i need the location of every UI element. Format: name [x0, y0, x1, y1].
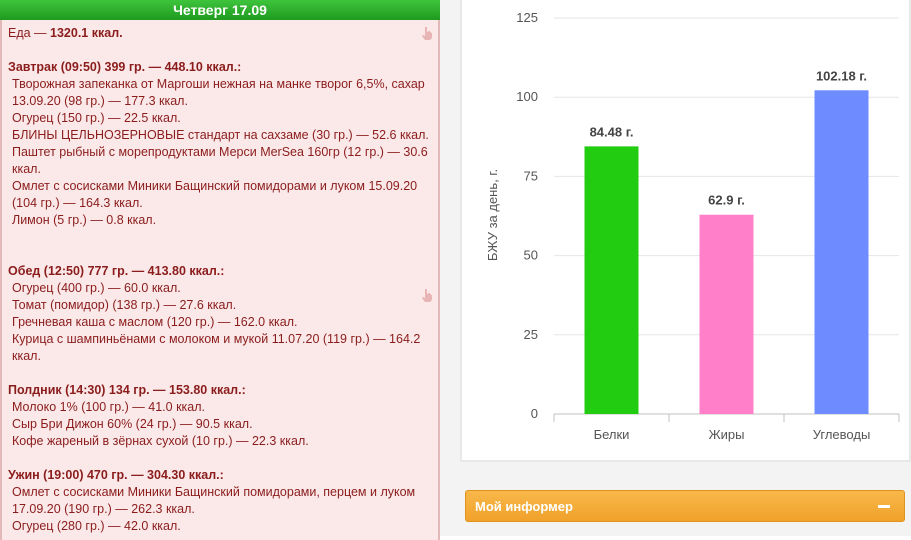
meal-item: Гречневая каша с маслом (120 гр.) — 162.… — [12, 315, 298, 329]
y-tick-label: 125 — [516, 10, 538, 25]
y-tick-label: 25 — [524, 327, 538, 342]
meal-item: Томат (помидор) (138 гр.) — 27.6 ккал. — [12, 298, 237, 312]
meal-item: Омлет с сосисками Миники Бащинский помид… — [12, 179, 418, 210]
meal-item: БЛИНЫ ЦЕЛЬНОЗЕРНОВЫЕ стандарт на сахзаме… — [12, 128, 429, 142]
meal-breakfast: Завтрак (09:50) 399 гр. — 448.10 ккал.: … — [8, 59, 433, 229]
y-tick-label: 100 — [516, 89, 538, 104]
meal-item: Творожная запеканка от Маргоши нежная на… — [12, 77, 425, 108]
hand-pointer-icon[interactable] — [421, 26, 433, 40]
meal-item: Сыр Бри Дижон 60% (24 гр.) — 90.5 ккал. — [12, 417, 253, 431]
meal-item: Огурец (280 гр.) — 42.0 ккал. — [12, 519, 181, 533]
meal-item: Лимон (5 гр.) — 0.8 ккал. — [12, 213, 157, 227]
meal-dinner: Ужин (19:00) 470 гр. — 304.30 ккал.: Омл… — [8, 467, 433, 535]
meal-item: Молоко 1% (100 гр.) — 41.0 ккал. — [12, 400, 206, 414]
bar-value-label: 62.9 г. — [708, 193, 745, 208]
meal-title: Обед (12:50) 777 гр. — 413.80 ккал.: — [8, 264, 225, 278]
meal-item: Омлет с сосисками Миники Бащинский помид… — [12, 485, 416, 516]
y-tick-label: 75 — [524, 168, 538, 183]
meal-lunch: Обед (12:50) 777 гр. — 413.80 ккал.: Огу… — [8, 263, 433, 365]
y-tick-label: 50 — [524, 248, 538, 263]
food-total-label: Еда — — [8, 26, 51, 40]
informer-title: Мой информер — [475, 499, 573, 514]
x-category-label: Жиры — [709, 427, 745, 442]
y-axis-label: БЖУ за день, г. — [485, 169, 500, 261]
collapse-icon[interactable] — [878, 505, 890, 508]
hand-pointer-icon[interactable] — [421, 288, 433, 302]
y-tick-label: 0 — [531, 406, 538, 421]
meal-title: Ужин (19:00) 470 гр. — 304.30 ккал.: — [8, 468, 224, 482]
meal-item: Паштет рыбный с морепродуктами Мерси Mer… — [12, 145, 428, 176]
food-total-value: 1320.1 ккал. — [50, 26, 123, 40]
x-category-label: Углеводы — [813, 427, 871, 442]
meal-title: Полдник (14:30) 134 гр. — 153.80 ккал.: — [8, 383, 246, 397]
day-panel: Еда — 1320.1 ккал. Завтрак (09:50) 399 г… — [0, 20, 440, 540]
my-informer-panel[interactable]: Мой информер — [465, 490, 905, 522]
x-category-label: Белки — [594, 427, 630, 442]
bar-3[interactable] — [814, 90, 869, 414]
macros-bar-chart: 0 25 50 75 100 125 БЖУ за день, г. 84.48 г. 62… — [485, 10, 900, 442]
macros-chart-panel: 0 25 50 75 100 125 БЖУ за день, г. 84.48 г. 62… — [460, 0, 911, 462]
bar-1[interactable] — [584, 146, 639, 414]
meal-item: Огурец (400 гр.) — 60.0 ккал. — [12, 281, 181, 295]
day-header: Четверг 17.09 — [0, 0, 440, 21]
meal-item: Кофе жареный в зёрнах сухой (10 гр.) — 2… — [12, 434, 309, 448]
meal-item: Огурец (150 гр.) — 22.5 ккал. — [12, 111, 181, 125]
day-diary: Четверг 17.09 Еда — 1320.1 ккал. Завтрак… — [0, 0, 440, 540]
meal-snack: Полдник (14:30) 134 гр. — 153.80 ккал.: … — [8, 382, 433, 450]
bar-value-label: 84.48 г. — [590, 124, 634, 139]
column-gutter — [440, 0, 460, 536]
meal-title: Завтрак (09:50) 399 гр. — 448.10 ккал.: — [8, 60, 242, 74]
food-total: Еда — 1320.1 ккал. — [8, 25, 433, 42]
bar-value-label: 102.18 г. — [816, 68, 867, 83]
bar-2[interactable] — [699, 214, 754, 414]
meal-item: Курица с шампиньёнами с молоком и мукой … — [12, 332, 421, 363]
